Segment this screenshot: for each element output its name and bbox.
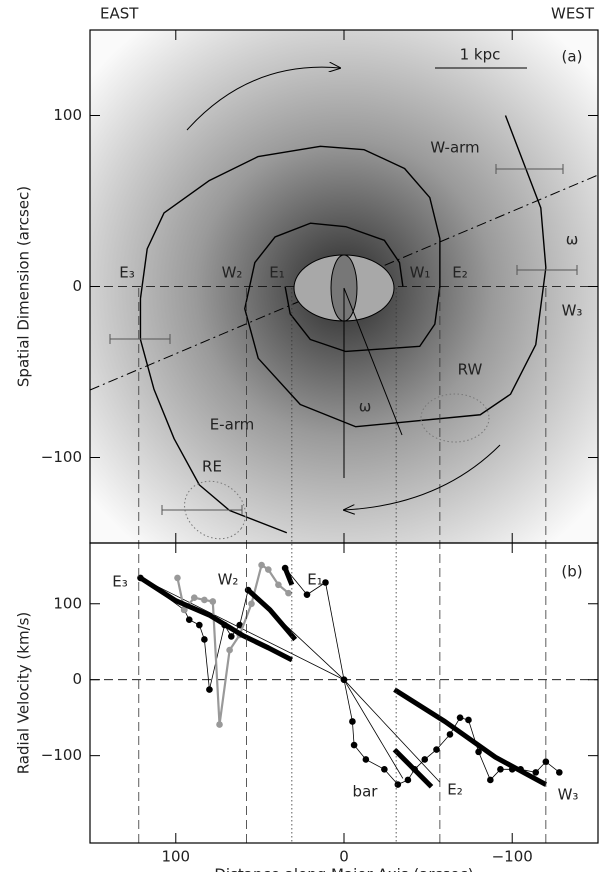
point — [285, 589, 292, 597]
y-axis-label: Radial Velocity (km/s) — [15, 612, 33, 775]
point — [362, 756, 370, 763]
panel-a-decoration — [89, 67, 599, 540]
curve — [244, 115, 547, 428]
annotation: bar — [353, 783, 379, 801]
y-axis-label: Spatial Dimension (arcsec) — [15, 186, 33, 387]
x-tick-label: 100 — [161, 848, 190, 866]
point — [475, 748, 482, 756]
point — [350, 741, 358, 749]
annotation: E₃ — [119, 264, 135, 282]
y-tick-label: 0 — [72, 670, 82, 688]
point — [275, 581, 282, 589]
annotation: W₃ — [562, 302, 583, 320]
annotation: W-arm — [430, 139, 479, 157]
annotation: E-arm — [210, 416, 255, 434]
point — [185, 616, 193, 624]
curve — [246, 588, 298, 642]
west-label: WEST — [551, 5, 595, 23]
annotation: E₂ — [452, 264, 468, 282]
point — [174, 574, 181, 582]
annotation: W₃ — [558, 786, 579, 804]
panel-b-frame — [89, 542, 599, 844]
rotation-arrow — [344, 444, 501, 510]
point — [394, 781, 402, 788]
point — [209, 598, 217, 605]
annotation: 1 kpc — [460, 46, 501, 64]
rotation-arrow — [186, 67, 340, 131]
x-tick-label: 0 — [339, 848, 349, 866]
point — [248, 600, 255, 608]
annotation: E₃ — [112, 573, 128, 591]
point — [446, 731, 454, 738]
point — [349, 718, 356, 725]
annotation: W₂ — [218, 571, 239, 589]
point — [190, 594, 198, 601]
point — [381, 766, 388, 773]
annotation: RE — [202, 458, 222, 476]
omega-line — [343, 287, 403, 436]
x-axis-label: Distance along Major Axis (arcsec) — [214, 866, 473, 872]
point — [226, 646, 233, 654]
point — [556, 769, 563, 776]
y-tick-label: 100 — [53, 106, 82, 124]
annotation: W₁ — [410, 264, 431, 282]
annotation: ω — [566, 231, 579, 249]
y-tick-label: −100 — [41, 448, 82, 466]
point — [196, 621, 203, 629]
curve — [392, 747, 434, 789]
annotation: E₁ — [269, 264, 285, 282]
east-label: EAST — [100, 5, 139, 23]
point — [258, 561, 265, 569]
point — [532, 769, 540, 776]
point — [497, 766, 504, 773]
point — [227, 633, 235, 640]
curve — [176, 563, 290, 726]
y-tick-label: −100 — [41, 746, 82, 764]
point — [487, 776, 494, 784]
point — [236, 621, 244, 629]
point — [542, 758, 550, 766]
curve — [343, 679, 441, 783]
re-region — [184, 480, 246, 540]
y-tick-label: 100 — [53, 594, 82, 612]
annotation: E₂ — [447, 781, 463, 799]
point — [421, 756, 429, 763]
curve — [284, 567, 345, 680]
y-tick-label: 0 — [72, 277, 82, 295]
annotation: (b) — [561, 563, 582, 581]
curve — [282, 567, 295, 586]
annotation: RW — [458, 361, 483, 379]
curve — [139, 575, 294, 663]
curve — [393, 687, 548, 787]
point — [216, 721, 223, 728]
point — [265, 566, 272, 573]
annotation: W₂ — [222, 264, 243, 282]
point — [180, 606, 188, 614]
point — [340, 676, 348, 684]
point — [433, 746, 440, 753]
point — [201, 596, 208, 604]
x-tick-label: −100 — [492, 848, 533, 866]
annotation: ω — [359, 398, 372, 416]
point — [465, 716, 472, 724]
point — [201, 636, 208, 643]
plot-layer — [90, 115, 598, 843]
rw-region — [420, 393, 490, 443]
error-bars — [109, 164, 578, 515]
annotation: E₁ — [307, 571, 323, 589]
annotation: (a) — [562, 48, 583, 66]
curve — [139, 145, 441, 534]
point — [404, 776, 412, 784]
point — [303, 591, 311, 598]
point — [322, 579, 329, 586]
point — [206, 686, 213, 693]
point — [456, 714, 464, 721]
curve — [343, 679, 404, 779]
